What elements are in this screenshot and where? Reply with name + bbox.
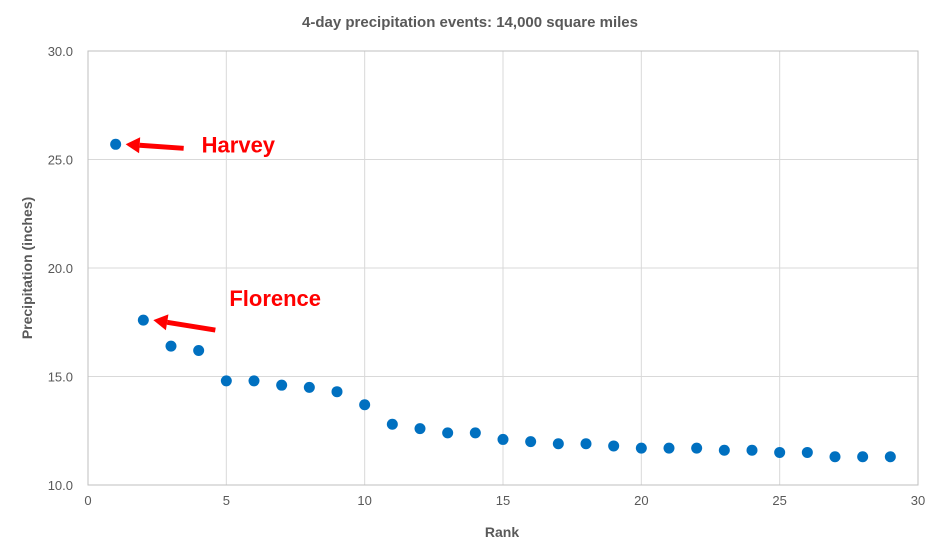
data-point — [829, 451, 841, 463]
grid — [88, 51, 918, 485]
data-point — [774, 446, 786, 458]
x-tick-label: 5 — [223, 493, 230, 508]
data-point — [137, 314, 149, 326]
data-point — [165, 340, 177, 352]
data-point — [497, 433, 509, 445]
y-tick-label: 25.0 — [48, 153, 73, 168]
data-point — [386, 418, 398, 430]
y-tick-label: 30.0 — [48, 44, 73, 59]
data-point — [248, 375, 260, 387]
annotations: Harvey Florence — [125, 132, 321, 333]
data-point — [110, 138, 122, 150]
data-point — [718, 444, 730, 456]
x-axis-label: Rank — [485, 524, 519, 540]
data-point — [580, 438, 592, 450]
data-point — [303, 381, 315, 393]
data-point — [857, 451, 869, 463]
data-point — [608, 440, 620, 452]
data-point — [746, 444, 758, 456]
data-point — [414, 423, 426, 435]
x-tick-label: 25 — [772, 493, 786, 508]
data-point — [193, 344, 205, 356]
annotation-arrowhead — [153, 314, 169, 331]
x-tick-label: 15 — [496, 493, 510, 508]
data-point — [469, 427, 481, 439]
y-tick-label: 10.0 — [48, 478, 73, 493]
data-point — [552, 438, 564, 450]
data-point — [442, 427, 454, 439]
annotation-label: Harvey — [202, 132, 276, 157]
annotation-label: Florence — [229, 286, 321, 311]
data-point — [220, 375, 232, 387]
data-point — [801, 446, 813, 458]
x-tick-label: 30 — [911, 493, 925, 508]
x-tick-label: 10 — [357, 493, 371, 508]
y-axis-label: Precipitation (inches) — [19, 197, 35, 339]
data-point — [331, 386, 343, 398]
data-point — [635, 442, 647, 454]
data-points — [110, 138, 896, 463]
y-tick-label: 15.0 — [48, 370, 73, 385]
data-point — [663, 442, 675, 454]
chart-title: 4-day precipitation events: 14,000 squar… — [302, 14, 638, 31]
axis-ticks: 0 5 10 15 20 25 30 10.0 15.0 20.0 25.0 30.0 — [48, 44, 926, 508]
x-tick-label: 0 — [84, 493, 91, 508]
annotation-arrow — [139, 142, 184, 151]
plot-area-frame — [87, 50, 919, 486]
annotation-arrowhead — [125, 137, 141, 154]
y-tick-label: 20.0 — [48, 261, 73, 276]
x-tick-label: 20 — [634, 493, 648, 508]
data-point — [276, 379, 288, 391]
data-point — [691, 442, 703, 454]
data-point — [884, 451, 896, 463]
annotation-arrow — [166, 319, 216, 333]
data-point — [525, 436, 537, 448]
data-point — [359, 399, 371, 411]
